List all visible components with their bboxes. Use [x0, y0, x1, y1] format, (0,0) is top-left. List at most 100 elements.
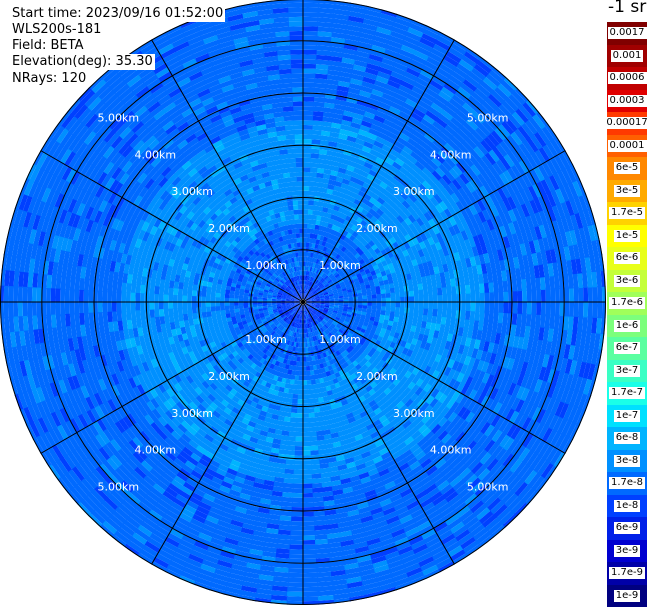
beta-cell: [330, 268, 336, 274]
beta-cell: [344, 318, 350, 323]
beta-cell: [276, 297, 282, 300]
beta-cell: [309, 172, 317, 178]
beta-cell: [182, 301, 188, 309]
beta-cell: [293, 307, 298, 311]
beta-cell: [343, 355, 350, 362]
beta-cell: [343, 294, 349, 298]
beta-cell: [313, 325, 318, 331]
beta-cell: [256, 281, 262, 286]
beta-cell: [225, 285, 231, 291]
beta-cell: [274, 277, 280, 283]
beta-cell: [302, 106, 314, 112]
beta-cell: [247, 266, 254, 273]
beta-cell: [291, 190, 298, 196]
beta-cell: [305, 289, 307, 295]
beta-cell: [342, 254, 349, 260]
beta-cell: [310, 311, 315, 316]
beta-cell: [367, 301, 372, 306]
beta-cell: [259, 246, 266, 253]
beta-cell: [317, 259, 322, 265]
beta-cell: [296, 297, 301, 301]
beta-cell: [290, 331, 294, 337]
beta-cell: [283, 358, 288, 365]
beta-cell: [268, 321, 274, 326]
beta-cell: [328, 292, 334, 296]
beta-cell: [267, 252, 274, 258]
beta-cell: [357, 295, 363, 300]
beta-cell: [281, 295, 287, 298]
beta-cell: [296, 242, 301, 248]
beta-cell: [314, 305, 320, 309]
beta-cell: [302, 460, 312, 465]
beta-cell: [269, 313, 275, 317]
beta-cell: [297, 304, 301, 309]
beta-cell: [297, 309, 301, 314]
beta-cell: [234, 301, 239, 306]
beta-cell: [256, 236, 263, 243]
beta-cell: [294, 276, 298, 282]
beta-cell: [293, 384, 299, 390]
beta-cell: [250, 350, 257, 357]
beta-cell: [264, 314, 271, 319]
beta-cell: [290, 374, 296, 380]
beta-cell: [290, 315, 294, 321]
beta-cell: [332, 310, 338, 314]
beta-cell: [299, 289, 301, 295]
beta-cell: [307, 384, 313, 390]
beta-cell: [366, 305, 372, 310]
beta-cell: [327, 320, 333, 325]
beta-cell: [241, 258, 248, 265]
beta-cell: [295, 298, 301, 301]
beta-cell: [253, 331, 259, 338]
beta-cell: [451, 285, 457, 295]
beta-cell: [331, 335, 337, 341]
beta-cell: [325, 284, 331, 289]
beta-cell: [379, 284, 386, 290]
beta-cell: [278, 336, 283, 342]
beta-cell: [267, 351, 274, 358]
beta-cell: [282, 343, 287, 349]
beta-cell: [315, 274, 319, 279]
beta-cell: [282, 265, 287, 271]
beta-cell: [280, 230, 286, 237]
beta-cell: [210, 292, 216, 298]
beta-cell: [465, 310, 471, 320]
beta-cell: [304, 314, 307, 319]
beta-cell: [394, 291, 400, 298]
beta-cell: [262, 328, 268, 334]
beta-cell: [288, 258, 293, 264]
beta-cell: [300, 347, 304, 353]
beta-cell: [256, 355, 263, 362]
beta-cell: [238, 301, 244, 306]
beta-cell: [381, 297, 387, 303]
beta-cell: [302, 441, 311, 447]
beta-cell: [288, 268, 292, 274]
beta-cell: [287, 279, 292, 285]
beta-cell: [286, 374, 292, 380]
beta-cell: [306, 299, 311, 302]
beta-cell: [347, 294, 353, 298]
beta-cell: [271, 337, 277, 343]
beta-cell: [292, 312, 297, 317]
beta-cell: [395, 301, 401, 308]
beta-cell: [333, 264, 339, 270]
beta-cell: [319, 343, 324, 349]
beta-cell: [318, 283, 323, 288]
beta-cell: [247, 321, 253, 327]
beta-cell: [284, 317, 289, 322]
beta-cell: [234, 271, 241, 278]
beta-cell: [282, 292, 288, 295]
beta-cell: [341, 285, 347, 290]
beta-cell: [286, 286, 291, 291]
beta-cell: [343, 299, 349, 303]
beta-cell: [307, 328, 310, 333]
beta-cell: [271, 261, 277, 267]
beta-cell: [288, 364, 294, 371]
beta-cell: [256, 242, 263, 249]
beta-cells: [0, 0, 606, 605]
beta-cell: [270, 283, 276, 288]
beta-cell: [298, 380, 304, 386]
beta-cell: [303, 309, 305, 315]
beta-cell: [163, 294, 169, 303]
beta-cell: [307, 292, 312, 297]
